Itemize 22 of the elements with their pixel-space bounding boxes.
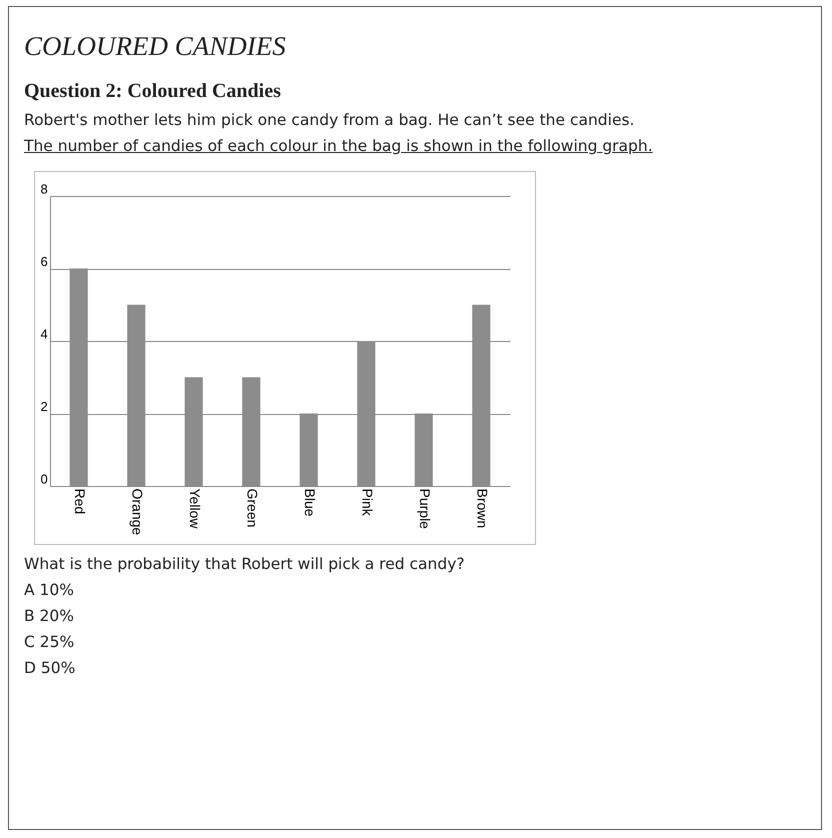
y-tick-label: 8 (40, 182, 48, 196)
x-tick-label: Brown (474, 488, 490, 528)
x-tick-label: Red (72, 488, 88, 514)
x-tick-label: Blue (302, 488, 318, 517)
text: Robert's mother lets him pick one candy from a bag. He can’t see the candies. (24, 110, 636, 131)
text: D 50% (24, 658, 76, 679)
x-tick-label: Orange (129, 488, 146, 536)
x-tick-label: Pink (359, 488, 376, 517)
text: The number of candies of each colour in the bag is shown in the following graph. (24, 136, 654, 157)
y-tick-label: 4 (40, 326, 48, 342)
chart-title: COLOURED CANDIES (24, 31, 287, 62)
text: A 10% (24, 580, 75, 601)
y-tick-label: 0 (40, 472, 48, 486)
y-tick-label: 2 (40, 399, 48, 414)
y-tick-label: 6 (40, 254, 48, 269)
text: What is the probability that Robert will pick a red candy? (24, 554, 466, 575)
chart-subtitle: Question 2: Coloured Candies (24, 80, 282, 103)
x-tick-label: Green (244, 488, 260, 528)
x-tick-label: Purple (416, 488, 433, 530)
text: C 25% (24, 632, 76, 653)
x-tick-label: Yellow (186, 488, 203, 530)
text: B 20% (24, 606, 76, 627)
